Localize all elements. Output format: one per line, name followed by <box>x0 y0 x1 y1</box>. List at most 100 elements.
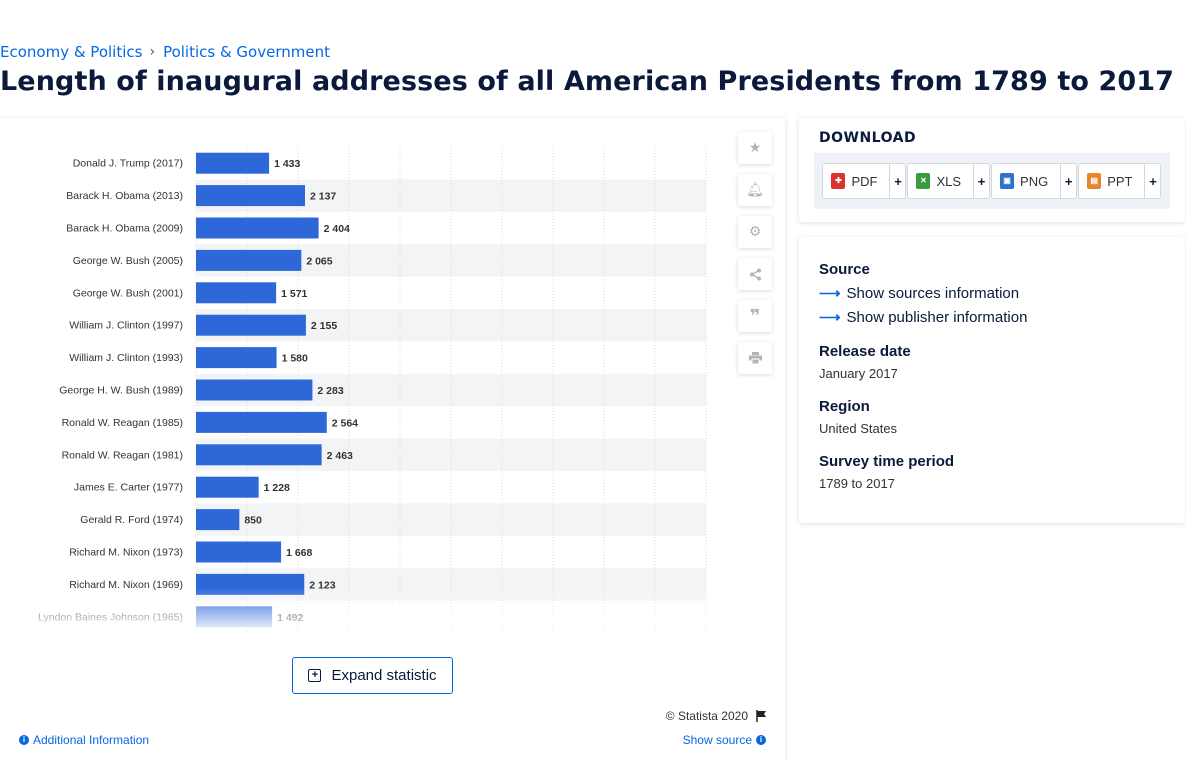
favorite-button[interactable]: ★ <box>738 132 772 164</box>
region-value: United States <box>819 421 898 436</box>
value-label: 1 580 <box>282 353 308 365</box>
additional-information-label: Additional Information <box>33 733 150 747</box>
star-icon: ★ <box>748 140 762 156</box>
category-label: Donald J. Trump (2017) <box>73 158 183 170</box>
bar[interactable] <box>196 411 327 433</box>
bar-chart: Donald J. Trump (2017) Barack H. Obama (2… <box>0 147 730 633</box>
category-label: Gerald R. Ford (1974) <box>80 514 183 526</box>
copyright: © Statista 2020 <box>666 709 767 723</box>
arrow-right-icon: ⟶ <box>819 309 841 326</box>
release-date-value: January 2017 <box>819 366 898 381</box>
print-icon <box>748 352 762 364</box>
value-label: 850 <box>244 515 262 527</box>
show-sources-label: Show sources information <box>846 284 1020 302</box>
show-source-link[interactable]: Show source i <box>683 733 766 747</box>
share-icon <box>749 268 761 280</box>
download-buttons: ✚ PDF + ✕ XLS + ▣ PNG + ▤ PPT + <box>814 153 1170 209</box>
bar[interactable] <box>196 444 322 466</box>
info-icon: i <box>19 735 29 745</box>
bar[interactable] <box>196 282 277 304</box>
cite-button[interactable]: ❞ <box>738 300 772 332</box>
value-label: 2 564 <box>332 417 358 429</box>
expand-icon: + <box>308 669 322 682</box>
download-png-plus[interactable]: + <box>1060 163 1076 199</box>
category-label: Ronald W. Reagan (1981) <box>62 449 183 461</box>
category-label: Barack H. Obama (2009) <box>66 223 183 235</box>
bar[interactable] <box>196 249 302 271</box>
expand-statistic-label: Expand statistic <box>331 667 437 684</box>
category-label: Richard M. Nixon (1973) <box>69 547 183 559</box>
quote-icon: ❞ <box>749 305 761 327</box>
value-label: 1 571 <box>281 288 307 300</box>
category-label: Ronald W. Reagan (1985) <box>62 417 183 429</box>
category-label: William J. Clinton (1993) <box>69 352 183 364</box>
png-icon: ▣ <box>1000 173 1015 189</box>
download-png-button[interactable]: ▣ PNG + <box>991 163 1078 199</box>
bar[interactable] <box>196 217 319 239</box>
bar[interactable] <box>196 379 313 401</box>
download-ppt-button[interactable]: ▤ PPT + <box>1078 163 1162 199</box>
category-label: William J. Clinton (1997) <box>69 320 183 332</box>
expand-statistic-button[interactable]: + Expand statistic <box>292 657 453 694</box>
download-png-label: PNG <box>1020 173 1049 189</box>
download-pdf-label: PDF <box>851 173 878 189</box>
download-xls-label: XLS <box>936 173 962 189</box>
show-publisher-link[interactable]: ⟶ Show publisher information <box>819 308 1028 327</box>
arrow-right-icon: ⟶ <box>819 285 841 302</box>
release-date-heading: Release date <box>819 343 911 360</box>
breadcrumb: Economy & Politics › Politics & Governme… <box>0 43 330 61</box>
value-label: 2 283 <box>317 385 343 397</box>
bar[interactable] <box>196 476 259 498</box>
category-label: George W. Bush (2005) <box>73 255 183 267</box>
print-button[interactable] <box>738 342 772 374</box>
bar[interactable] <box>196 185 305 207</box>
bar[interactable] <box>196 152 270 174</box>
chart-card: Donald J. Trump (2017) Barack H. Obama (2… <box>0 118 785 760</box>
show-sources-link[interactable]: ⟶ Show sources information <box>819 284 1020 303</box>
survey-period-heading: Survey time period <box>819 453 955 470</box>
region-heading: Region <box>819 398 870 415</box>
xls-icon: ✕ <box>916 173 931 189</box>
breadcrumb-economy-politics[interactable]: Economy & Politics <box>0 43 143 61</box>
download-xls-plus[interactable]: + <box>973 163 989 199</box>
bar[interactable] <box>196 509 240 531</box>
download-pdf-button[interactable]: ✚ PDF + <box>822 163 907 199</box>
bar[interactable] <box>196 541 282 563</box>
category-label: Richard M. Nixon (1969) <box>69 579 183 591</box>
breadcrumb-politics-government[interactable]: Politics & Government <box>163 43 330 61</box>
show-publisher-label: Show publisher information <box>846 308 1028 326</box>
download-ppt-label: PPT <box>1107 173 1133 189</box>
category-label: Barack H. Obama (2013) <box>66 190 183 202</box>
value-label: 2 463 <box>327 450 353 462</box>
share-button[interactable] <box>738 258 772 290</box>
value-label: 1 228 <box>264 482 290 494</box>
source-heading: Source <box>819 261 870 278</box>
value-label: 2 137 <box>310 191 336 203</box>
flag-icon[interactable] <box>756 710 767 722</box>
value-label: 1 433 <box>274 158 300 170</box>
value-label: 2 065 <box>306 255 332 267</box>
download-ppt-plus[interactable]: + <box>1144 163 1160 199</box>
info-icon: i <box>756 735 766 745</box>
ppt-icon: ▤ <box>1087 173 1102 189</box>
download-title: DOWNLOAD <box>819 130 917 146</box>
category-label: George W. Bush (2001) <box>73 287 183 299</box>
additional-information-link[interactable]: i Additional Information <box>19 733 149 747</box>
pdf-icon: ✚ <box>831 173 846 189</box>
chart-toolbar: ★ 🔔︎ ⚙ ❞ <box>738 132 772 384</box>
statistic-info-card: Source ⟶ Show sources information ⟶ Show… <box>799 237 1185 523</box>
gear-icon: ⚙ <box>748 224 762 240</box>
value-label: 1 668 <box>286 547 312 559</box>
notification-button[interactable]: 🔔︎ <box>738 174 772 206</box>
show-source-label: Show source <box>682 733 752 747</box>
bar[interactable] <box>196 347 277 369</box>
settings-button[interactable]: ⚙ <box>738 216 772 248</box>
value-label: 2 404 <box>324 223 350 235</box>
download-pdf-plus[interactable]: + <box>889 163 905 199</box>
download-card: DOWNLOAD ✚ PDF + ✕ XLS + ▣ PNG + ▤ PPT + <box>799 118 1185 222</box>
breadcrumb-separator: › <box>149 44 156 60</box>
page-title: Length of inaugural addresses of all Ame… <box>0 66 1175 97</box>
survey-period-value: 1789 to 2017 <box>819 476 895 491</box>
download-xls-button[interactable]: ✕ XLS + <box>907 163 991 199</box>
bar[interactable] <box>196 314 306 336</box>
